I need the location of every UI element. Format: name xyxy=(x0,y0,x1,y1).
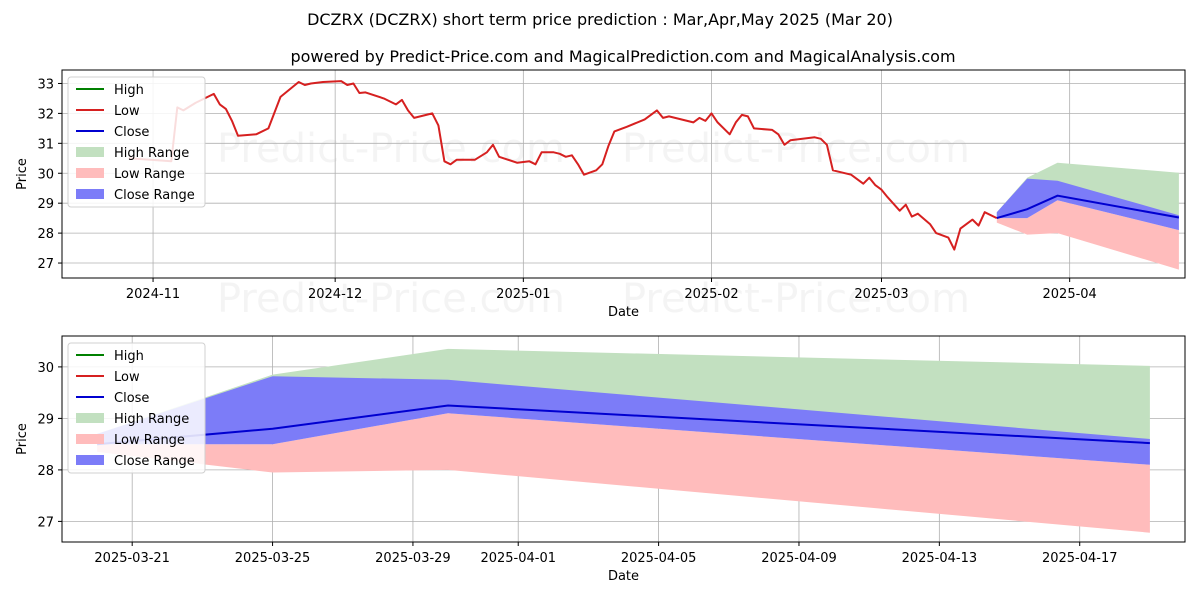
top-chart-panel: Predict-Price.com Predict-Price.com Predic… xyxy=(15,69,1186,322)
y-tick-label: 28 xyxy=(37,227,54,242)
legend-label: High xyxy=(114,83,144,98)
legend-label: Low Range xyxy=(114,167,185,182)
legend-label: Close xyxy=(114,391,149,406)
legend-label: Low xyxy=(114,104,140,119)
x-tick-label: 2025-01 xyxy=(496,287,550,302)
y-tick-label: 31 xyxy=(37,137,54,152)
low-price-line xyxy=(128,80,998,251)
chart-legend: High Low Close High Range Low Range Close Ran… xyxy=(67,76,206,208)
y-axis-label: Price xyxy=(15,423,30,455)
watermark-text: Predict-Price.com xyxy=(217,126,565,172)
x-tick-label: 2025-04-05 xyxy=(621,551,697,566)
chart-title: DCZRX (DCZRX) short term price predictio… xyxy=(307,10,893,29)
legend-label: Close Range xyxy=(114,188,195,203)
watermark-text: Predict-Price.com xyxy=(622,126,970,172)
close-range-band xyxy=(97,376,1150,465)
x-axis-label: Date xyxy=(608,305,639,320)
plot-area xyxy=(128,80,1180,270)
legend-item: Close xyxy=(76,125,149,140)
legend-swatch-patch xyxy=(76,413,104,423)
legend-item: Low xyxy=(76,104,140,119)
legend-swatch-patch xyxy=(76,434,104,444)
y-tick-label: 27 xyxy=(37,515,54,530)
watermark-text: Predict-Price.com xyxy=(622,276,970,322)
legend-swatch-patch xyxy=(76,455,104,465)
low-range-band xyxy=(97,413,1150,533)
legend-item: Low xyxy=(76,370,140,385)
y-tick-label: 33 xyxy=(37,77,54,92)
axes-frame xyxy=(61,335,1186,543)
y-tick-label: 29 xyxy=(37,412,54,427)
y-axis-label: Price xyxy=(15,158,30,190)
y-tick-label: 32 xyxy=(37,107,54,122)
low-range-band xyxy=(996,200,1179,270)
legend-item: High Range xyxy=(76,412,189,427)
legend-label: Low xyxy=(114,370,140,385)
x-tick-label: 2025-04-09 xyxy=(761,551,837,566)
x-tick-label: 2025-03-21 xyxy=(94,551,170,566)
bottom-chart-panel: Predict-Price.comPredict-Price.com2025-0… xyxy=(15,335,1186,584)
x-tick-label: 2025-04-17 xyxy=(1042,551,1118,566)
x-tick-label: 2024-11 xyxy=(126,287,180,302)
x-tick-label: 2025-04-13 xyxy=(902,551,978,566)
legend-label: Close Range xyxy=(114,454,195,469)
y-tick-label: 27 xyxy=(37,257,54,272)
x-tick-label: 2024-12 xyxy=(308,287,362,302)
legend-item: High xyxy=(76,83,144,98)
x-tick-label: 2025-03-29 xyxy=(375,551,451,566)
legend-item: Low Range xyxy=(76,433,185,448)
legend-swatch-patch xyxy=(76,147,104,157)
legend-item: Close xyxy=(76,391,149,406)
legend-swatch-patch xyxy=(76,168,104,178)
x-tick-label: 2025-04 xyxy=(1043,287,1097,302)
close-forecast-line xyxy=(996,194,1180,220)
x-tick-label: 2025-04-01 xyxy=(480,551,556,566)
watermark-text: Predict-Price.com xyxy=(217,276,565,322)
chart-legend: High Low Close High Range Low Range Close Ran… xyxy=(67,342,206,474)
x-tick-label: 2025-02 xyxy=(684,287,738,302)
legend-item: Close Range xyxy=(76,188,195,203)
y-tick-label: 30 xyxy=(37,361,54,376)
legend-item: High xyxy=(76,349,144,364)
legend-item: Low Range xyxy=(76,167,185,182)
chart-subtitle: powered by Predict-Price.com and Magical… xyxy=(290,47,955,66)
plot-area xyxy=(97,348,1150,533)
legend-label: High Range xyxy=(114,412,189,427)
legend-label: Low Range xyxy=(114,433,185,448)
legend-item: Close Range xyxy=(76,454,195,469)
x-axis-label: Date xyxy=(608,569,639,584)
legend-swatch-patch xyxy=(76,189,104,199)
legend-label: Close xyxy=(114,125,149,140)
x-tick-label: 2025-03-25 xyxy=(235,551,311,566)
y-tick-label: 29 xyxy=(37,197,54,212)
close-range-band xyxy=(996,178,1179,231)
x-tick-label: 2025-03 xyxy=(854,287,908,302)
y-tick-label: 30 xyxy=(37,167,54,182)
legend-item: High Range xyxy=(76,146,189,161)
legend-label: High Range xyxy=(114,146,189,161)
legend-label: High xyxy=(114,349,144,364)
y-tick-label: 28 xyxy=(37,464,54,479)
axes-frame xyxy=(61,69,1186,279)
